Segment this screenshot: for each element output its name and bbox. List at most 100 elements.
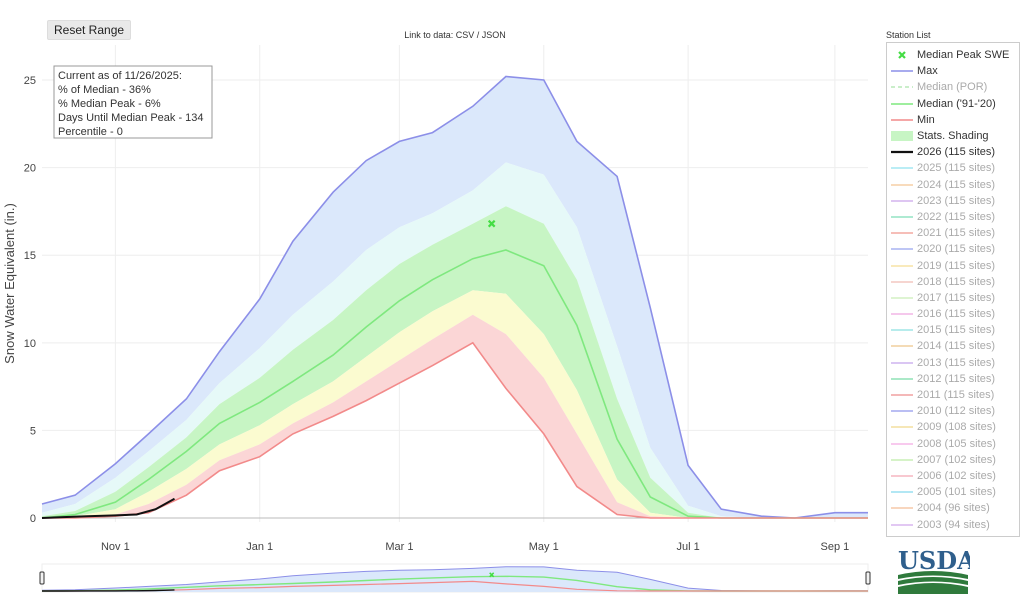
legend-item[interactable]: 2023 (115 sites) [887,193,1019,209]
legend-item[interactable]: 2010 (112 sites) [887,403,1019,419]
legend-item[interactable]: Stats. Shading [887,128,1019,144]
legend-symbol-icon [887,260,917,272]
legend-label: 2007 (102 sites) [917,453,996,466]
legend-symbol-icon [887,65,917,77]
station-list-label: Station List [886,30,931,40]
legend-item[interactable]: 2005 (101 sites) [887,484,1019,500]
legend-symbol-icon [887,454,917,466]
legend-symbol-icon [887,146,917,158]
legend-item[interactable]: 2019 (115 sites) [887,257,1019,273]
x-tick-label: Nov 1 [101,541,130,553]
info-line: % of Median - 36% [58,84,151,96]
legend-label: 2023 (115 sites) [917,194,996,207]
legend-item[interactable]: 2017 (115 sites) [887,290,1019,306]
legend-symbol-icon [887,438,917,450]
legend-symbol-icon [887,179,917,191]
legend-symbol-icon [887,373,917,385]
legend-symbol-icon [887,81,917,93]
legend-item[interactable]: 2013 (115 sites) [887,355,1019,371]
legend-label: 2018 (115 sites) [917,275,996,288]
legend-item[interactable]: 2026 (115 sites) [887,144,1019,160]
data-link[interactable]: Link to data: CSV / JSON [404,30,506,40]
legend-label: Median (POR) [917,81,988,94]
legend-symbol-icon [887,49,917,61]
legend-symbol-icon [887,292,917,304]
y-axis-title: Snow Water Equivalent (in.) [2,203,17,364]
legend-item[interactable]: 2006 (102 sites) [887,468,1019,484]
legend-symbol-icon [887,357,917,369]
p30-band [42,290,868,518]
legend-item[interactable]: Median Peak SWE [887,47,1019,63]
legend-item[interactable]: 2007 (102 sites) [887,452,1019,468]
legend-symbol-icon [887,340,917,352]
legend-label: 2010 (112 sites) [917,405,996,418]
legend: Median Peak SWE Max Median (POR) Median ('9… [886,42,1020,537]
legend-label: 2005 (101 sites) [917,486,996,499]
legend-symbol-icon [887,195,917,207]
x-tick-label: May 1 [529,541,559,553]
legend-symbol-icon [887,98,917,110]
current-year-line [41,497,175,519]
legend-item[interactable]: 2021 (115 sites) [887,225,1019,241]
legend-item[interactable]: 2014 (115 sites) [887,338,1019,354]
reset-range-button[interactable]: Reset Range [47,20,132,40]
usda-logo: USDA [898,546,970,594]
legend-item[interactable]: 2011 (115 sites) [887,387,1019,403]
legend-label: 2021 (115 sites) [917,227,996,240]
legend-symbol-icon [887,211,917,223]
y-tick-label: 10 [24,338,36,350]
x-tick-label: Jul 1 [677,541,700,553]
slider-handle-left[interactable] [39,571,45,585]
y-tick-label: 20 [24,163,36,175]
legend-label: 2014 (115 sites) [917,340,996,353]
legend-item[interactable]: 2003 (94 sites) [887,516,1019,532]
y-tick-label: 5 [30,425,36,437]
info-line: Days Until Median Peak - 134 [58,112,204,124]
legend-item[interactable]: 2012 (115 sites) [887,371,1019,387]
legend-item[interactable]: 2004 (96 sites) [887,500,1019,516]
legend-item[interactable]: Min [887,112,1019,128]
stats-shading-band [42,206,868,518]
y-tick-label: 15 [24,250,36,262]
legend-item[interactable]: 2016 (115 sites) [887,306,1019,322]
legend-symbol-icon [887,470,917,482]
info-box-frame [53,65,213,139]
legend-label: 2025 (115 sites) [917,162,996,175]
legend-item[interactable]: 2009 (108 sites) [887,419,1019,435]
legend-item[interactable]: Median ('91-'20) [887,96,1019,112]
legend-symbol-icon [887,389,917,401]
legend-item[interactable]: 2022 (115 sites) [887,209,1019,225]
slider-handle-right[interactable] [865,571,871,585]
legend-symbol-icon [887,308,917,320]
legend-label: Stats. Shading [917,130,989,143]
legend-symbol-icon [887,130,917,142]
y-tick-label: 25 [24,75,36,87]
legend-label: 2013 (115 sites) [917,356,996,369]
median-peak-marker [487,219,496,228]
legend-label: 2004 (96 sites) [917,502,990,515]
legend-item[interactable]: 2024 (115 sites) [887,177,1019,193]
max-line [41,75,868,519]
legend-label: 2026 (115 sites) [917,146,996,159]
legend-item[interactable]: 2008 (105 sites) [887,436,1019,452]
legend-item[interactable]: 2018 (115 sites) [887,274,1019,290]
min-line [42,341,868,519]
slider-current-line [42,589,175,592]
legend-item[interactable]: Max [887,63,1019,79]
legend-label: Min [917,113,935,126]
legend-symbol-icon [887,421,917,433]
legend-item[interactable]: 2020 (115 sites) [887,241,1019,257]
legend-item[interactable]: 2025 (115 sites) [887,160,1019,176]
legend-item[interactable]: Median (POR) [887,79,1019,95]
x-tick-label: Sep 1 [820,541,849,553]
legend-symbol-icon [887,276,917,288]
legend-label: 2016 (115 sites) [917,308,996,321]
legend-symbol-icon [887,502,917,514]
legend-symbol-icon [887,243,917,255]
legend-label: 2009 (108 sites) [917,421,996,434]
legend-symbol-icon [887,227,917,239]
legend-label: Median Peak SWE [917,49,1010,62]
p90-band [42,162,868,518]
legend-item[interactable]: 2015 (115 sites) [887,322,1019,338]
